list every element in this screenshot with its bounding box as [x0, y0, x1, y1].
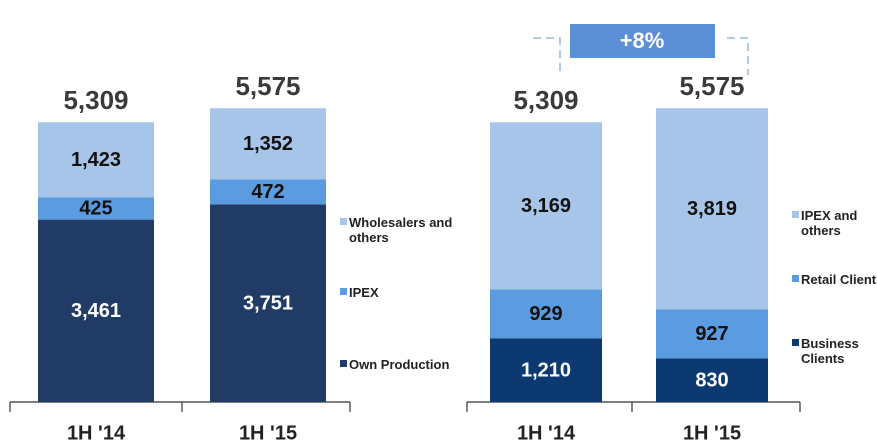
bar-segment [656, 108, 768, 310]
value-label: 927 [695, 323, 728, 345]
axis-line [466, 401, 801, 412]
x-tick-label: 1H '14 [517, 422, 576, 440]
value-label: 1,210 [521, 359, 571, 381]
x-tick-label: 1H '14 [67, 422, 126, 440]
bar-segment [210, 179, 326, 205]
value-label: 1,352 [243, 133, 293, 155]
total-label: 5,309 [513, 85, 578, 115]
x-tick-label: 1H '15 [239, 422, 297, 440]
value-label: 472 [251, 181, 284, 203]
axis-line [9, 401, 351, 412]
value-label: 1,423 [71, 149, 121, 171]
bar-segment [210, 204, 326, 402]
value-label: 425 [79, 198, 112, 220]
bar-segment [490, 289, 602, 339]
bracket [533, 37, 749, 75]
bar-segment [38, 122, 154, 198]
bar-segment [38, 197, 154, 220]
annotation-box [570, 24, 715, 58]
bar-segment [490, 122, 602, 290]
value-label: 929 [529, 303, 562, 325]
legend-swatch [340, 218, 347, 225]
value-label: 3,751 [243, 292, 293, 314]
bar-segment [656, 309, 768, 359]
bar-segment [490, 338, 602, 402]
x-tick-label: 1H '15 [683, 422, 741, 440]
legend-swatch [792, 211, 799, 218]
legend-label: Business Clients [801, 336, 859, 366]
legend-label: Own Production [349, 357, 450, 372]
annotation: +8% [620, 28, 665, 53]
legend-label: Retail Clients [801, 272, 877, 287]
legend-label: Wholesalers and others [349, 215, 453, 245]
legend-swatch [340, 288, 347, 295]
value-label: 3,819 [687, 198, 737, 220]
bar-segment [38, 219, 154, 402]
legend-swatch [792, 339, 799, 346]
legend-swatch [340, 360, 347, 367]
legend-label: IPEX [349, 285, 379, 300]
value-label: 3,461 [71, 300, 121, 322]
total-label: 5,309 [63, 85, 128, 115]
legend-swatch [792, 275, 799, 282]
value-label: 830 [695, 369, 728, 391]
total-label: 5,575 [235, 71, 300, 101]
total-label: 5,575 [679, 71, 744, 101]
bar-segment [656, 358, 768, 402]
bar-segment [210, 108, 326, 180]
value-label: 3,169 [521, 195, 571, 217]
legend-label: IPEX and others [801, 208, 858, 238]
